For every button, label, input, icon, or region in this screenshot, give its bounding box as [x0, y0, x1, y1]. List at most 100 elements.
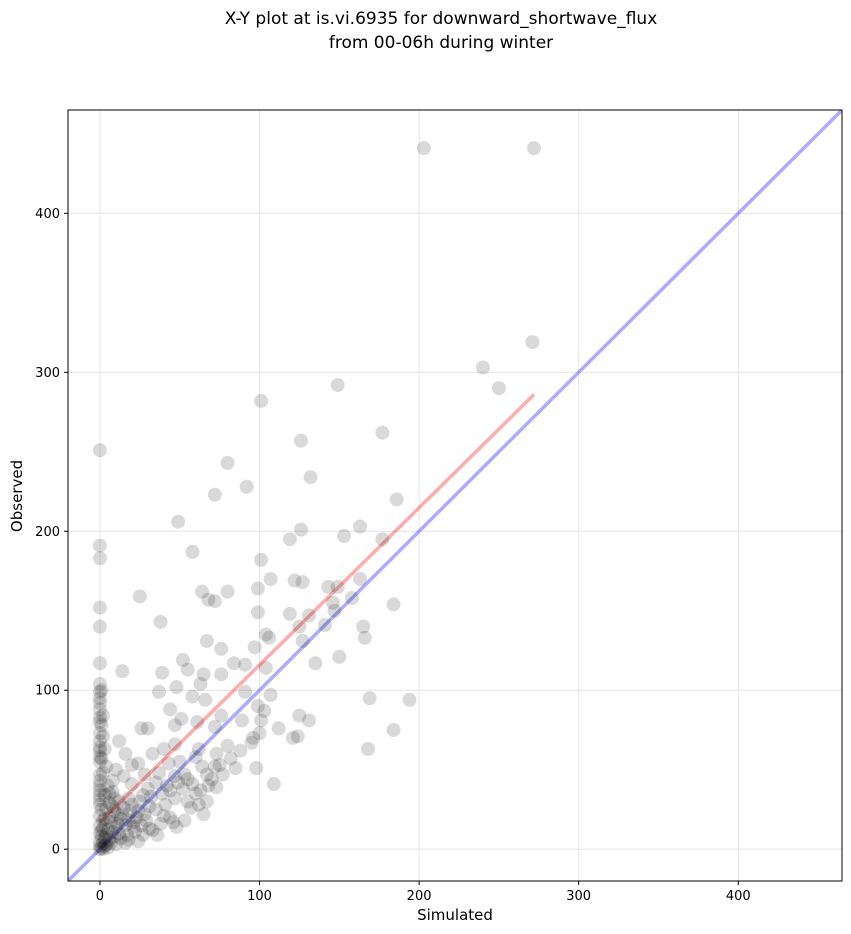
data-point: [102, 832, 117, 847]
data-point: [92, 710, 107, 725]
data-point: [92, 842, 107, 857]
data-point: [115, 664, 130, 679]
data-point: [137, 807, 152, 822]
x-tick-label: 400: [726, 889, 751, 904]
data-point: [258, 660, 273, 675]
data-point: [180, 772, 195, 787]
data-point: [169, 819, 184, 834]
data-point: [177, 813, 192, 828]
data-point: [250, 581, 265, 596]
data-point: [116, 800, 131, 815]
data-point: [198, 692, 213, 707]
data-point: [100, 840, 115, 855]
plot-frame: [67, 109, 843, 882]
data-point: [92, 676, 107, 691]
data-point: [195, 759, 210, 774]
data-point: [96, 821, 111, 836]
data-point: [330, 579, 345, 594]
data-point: [321, 579, 336, 594]
data-point: [92, 715, 107, 730]
data-point: [188, 786, 203, 801]
data-point: [142, 799, 157, 814]
data-point: [526, 141, 541, 156]
data-point: [386, 597, 401, 612]
data-point: [317, 618, 332, 633]
data-point: [124, 757, 139, 772]
data-point: [92, 834, 107, 849]
chart-title-line-2: from 00-06h during winter: [329, 33, 553, 53]
data-point: [92, 773, 107, 788]
data-point: [120, 827, 135, 842]
data-point: [525, 335, 540, 350]
data-point: [96, 708, 111, 723]
data-point: [153, 614, 168, 629]
chart-title-line-1: X-Y plot at is.vi.6935 for downward_shor…: [225, 9, 658, 29]
data-point: [100, 823, 115, 838]
data-point: [96, 729, 111, 744]
data-point: [356, 619, 371, 634]
data-point: [375, 425, 390, 440]
data-point: [214, 641, 229, 656]
y-tick-label: 100: [35, 684, 60, 699]
data-point: [118, 835, 133, 850]
data-point: [145, 823, 160, 838]
data-point: [247, 640, 262, 655]
data-point: [295, 575, 310, 590]
data-point: [191, 797, 206, 812]
data-point: [92, 818, 107, 833]
data-point: [271, 721, 286, 736]
data-point: [92, 551, 107, 566]
data-point: [92, 750, 107, 765]
data-point: [128, 824, 143, 839]
data-point: [254, 552, 269, 567]
data-point: [491, 381, 506, 396]
data-point: [171, 775, 186, 790]
data-point: [104, 815, 119, 830]
data-point: [246, 730, 261, 745]
data-point: [129, 810, 144, 825]
data-point: [239, 479, 254, 494]
data-point: [94, 683, 109, 698]
data-point: [97, 742, 112, 757]
data-point: [167, 769, 182, 784]
data-point: [143, 789, 158, 804]
data-point: [92, 691, 107, 706]
data-point: [96, 835, 111, 850]
data-point: [167, 718, 182, 733]
data-point: [337, 529, 352, 544]
data-point: [295, 633, 310, 648]
data-point: [115, 807, 130, 822]
data-point: [105, 784, 120, 799]
data-point: [92, 783, 107, 798]
data-point: [96, 842, 111, 857]
data-point: [234, 713, 249, 728]
data-point: [254, 393, 269, 408]
data-point: [99, 837, 114, 852]
fit-line: [98, 393, 536, 824]
data-point: [475, 360, 490, 375]
data-point: [94, 829, 109, 844]
data-point: [362, 691, 377, 706]
data-point: [282, 606, 297, 621]
x-axis-ticks: 0 100 200 300 400: [96, 881, 751, 904]
data-point: [92, 778, 107, 793]
data-point: [293, 433, 308, 448]
data-point: [94, 823, 109, 838]
data-point: [94, 840, 109, 855]
data-point: [97, 812, 112, 827]
data-point: [140, 781, 155, 796]
data-point: [169, 680, 184, 695]
data-point: [107, 804, 122, 819]
data-point: [121, 813, 136, 828]
data-point: [254, 713, 269, 728]
data-point: [163, 702, 178, 717]
data-point: [108, 762, 123, 777]
data-point: [92, 443, 107, 458]
data-point: [139, 813, 154, 828]
data-point: [94, 751, 109, 766]
data-point: [301, 608, 316, 623]
data-point: [151, 684, 166, 699]
data-point: [252, 726, 267, 741]
data-point: [148, 802, 163, 817]
